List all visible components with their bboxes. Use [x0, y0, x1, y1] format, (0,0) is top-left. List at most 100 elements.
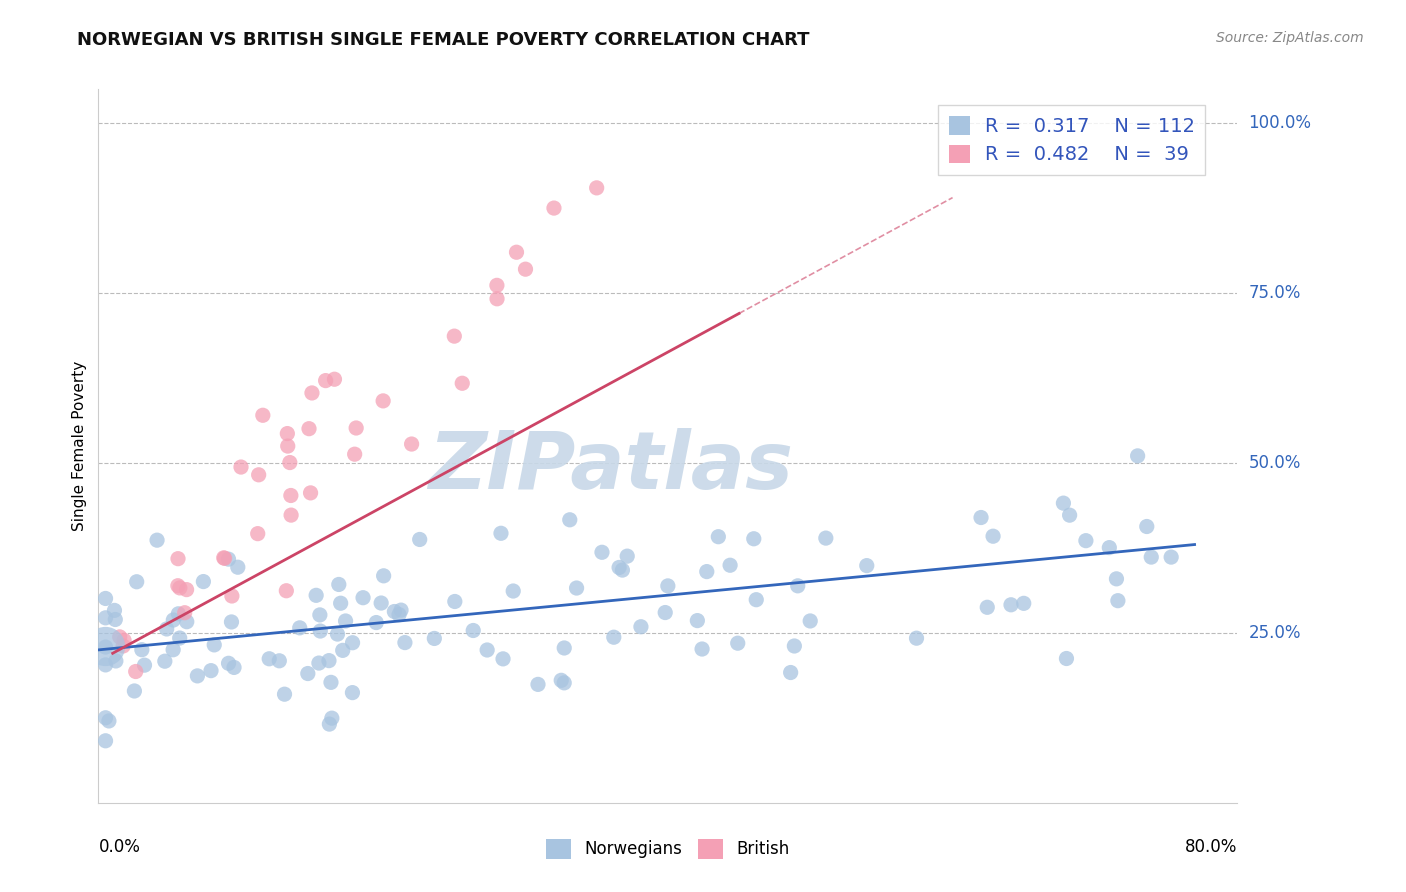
- Point: [394, 635, 416, 649]
- Point: [318, 654, 340, 668]
- Point: [222, 660, 245, 674]
- Text: 80.0%: 80.0%: [1185, 838, 1237, 855]
- Point: [486, 292, 509, 306]
- Point: [276, 583, 298, 598]
- Point: [309, 624, 332, 638]
- Point: [366, 615, 388, 630]
- Point: [156, 622, 179, 636]
- Point: [131, 642, 153, 657]
- Point: [186, 669, 208, 683]
- Point: [193, 574, 215, 589]
- Point: [1059, 508, 1081, 523]
- Point: [342, 685, 364, 699]
- Point: [1074, 533, 1097, 548]
- Point: [1105, 572, 1128, 586]
- Point: [1126, 449, 1149, 463]
- Point: [298, 422, 321, 436]
- Point: [505, 245, 527, 260]
- Point: [443, 329, 465, 343]
- Point: [423, 632, 446, 646]
- Point: [226, 560, 249, 574]
- Point: [814, 531, 837, 545]
- Point: [1052, 496, 1074, 510]
- Point: [654, 606, 676, 620]
- Text: 50.0%: 50.0%: [1249, 454, 1301, 472]
- Point: [905, 631, 928, 645]
- Point: [108, 630, 131, 644]
- Point: [344, 421, 367, 435]
- Point: [686, 614, 709, 628]
- Text: Source: ZipAtlas.com: Source: ZipAtlas.com: [1216, 31, 1364, 45]
- Point: [218, 657, 240, 671]
- Point: [323, 372, 346, 386]
- Point: [745, 592, 768, 607]
- Point: [305, 588, 328, 602]
- Point: [125, 665, 148, 679]
- Point: [176, 582, 198, 597]
- Point: [515, 262, 537, 277]
- Point: [288, 621, 311, 635]
- Point: [607, 560, 630, 574]
- Point: [200, 664, 222, 678]
- Text: 100.0%: 100.0%: [1249, 114, 1312, 132]
- Point: [112, 633, 135, 648]
- Point: [299, 486, 322, 500]
- Point: [970, 510, 993, 524]
- Point: [269, 654, 291, 668]
- Point: [328, 577, 350, 591]
- Point: [276, 426, 298, 441]
- Point: [543, 201, 565, 215]
- Point: [690, 642, 713, 657]
- Point: [214, 551, 236, 566]
- Point: [718, 558, 741, 573]
- Point: [247, 467, 270, 482]
- Point: [167, 551, 190, 566]
- Point: [463, 624, 485, 638]
- Point: [167, 579, 190, 593]
- Point: [976, 600, 998, 615]
- Point: [707, 530, 730, 544]
- Point: [97, 714, 120, 728]
- Point: [799, 614, 821, 628]
- Point: [565, 581, 588, 595]
- Point: [335, 614, 357, 628]
- Point: [612, 563, 634, 577]
- Text: 75.0%: 75.0%: [1249, 284, 1301, 302]
- Point: [981, 529, 1004, 543]
- Point: [252, 409, 274, 423]
- Point: [779, 665, 801, 680]
- Point: [153, 654, 176, 668]
- Point: [443, 594, 465, 608]
- Point: [94, 640, 117, 654]
- Point: [167, 607, 190, 621]
- Point: [301, 386, 323, 401]
- Point: [94, 733, 117, 747]
- Point: [173, 606, 195, 620]
- Point: [742, 532, 765, 546]
- Point: [162, 642, 184, 657]
- Point: [319, 675, 342, 690]
- Point: [134, 658, 156, 673]
- Point: [591, 545, 613, 559]
- Point: [221, 589, 243, 603]
- Point: [273, 687, 295, 701]
- Point: [382, 605, 405, 619]
- Point: [388, 607, 411, 622]
- Point: [603, 630, 626, 644]
- Point: [786, 579, 808, 593]
- Point: [401, 437, 423, 451]
- Point: [342, 636, 364, 650]
- Point: [783, 639, 806, 653]
- Point: [125, 574, 148, 589]
- Point: [696, 565, 718, 579]
- Point: [373, 393, 395, 408]
- Point: [1140, 550, 1163, 565]
- Point: [855, 558, 877, 573]
- Point: [489, 526, 512, 541]
- Point: [630, 620, 652, 634]
- Point: [527, 677, 550, 691]
- Point: [1160, 550, 1182, 565]
- Point: [616, 549, 638, 563]
- Point: [124, 684, 146, 698]
- Point: [318, 717, 340, 731]
